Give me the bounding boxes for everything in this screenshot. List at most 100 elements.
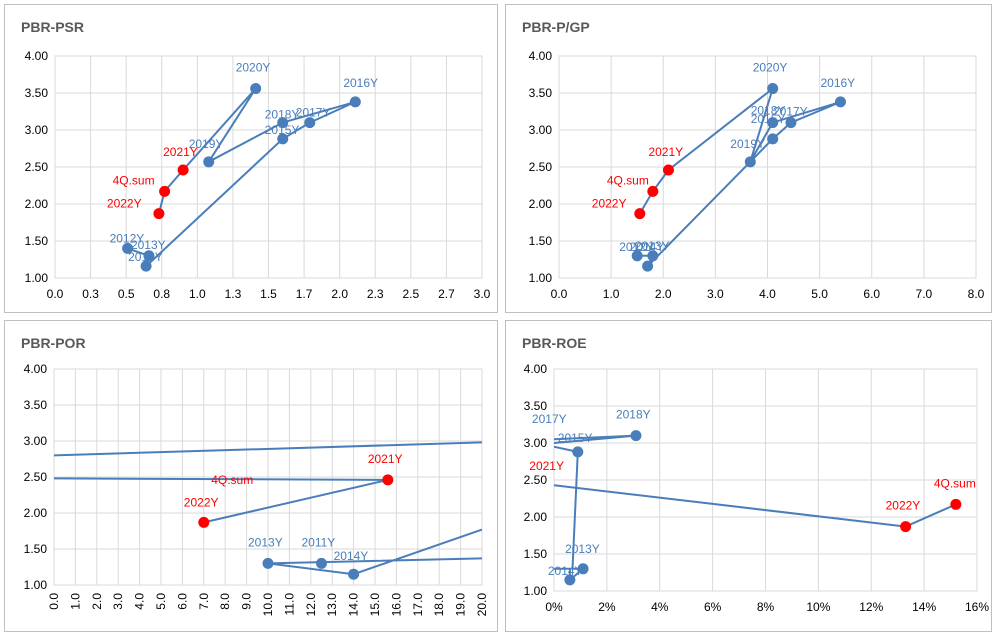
data-label: 2013Y <box>565 542 600 556</box>
x-tick-label: 14% <box>912 600 936 614</box>
series-line <box>267 528 482 576</box>
data-point <box>143 250 155 262</box>
data-point <box>785 117 797 129</box>
y-tick-label: 2.50 <box>25 160 49 174</box>
chart-panel-pbr-roe: PBR-ROE 1.00 1.50 2.00 2.50 3.00 3.50 4.00 0% 2%… <box>505 320 992 632</box>
x-tick-label: 16% <box>965 600 989 614</box>
data-label: 2020Y <box>753 61 788 75</box>
y-tick-label: 3.50 <box>524 399 548 413</box>
data-label: 2016Y <box>820 76 855 90</box>
data-label: 4Q.sum <box>607 173 649 187</box>
x-tick-label: 6.0 <box>863 287 880 301</box>
chart-panel-pbr-psr: PBR-PSR 1.00 1.50 2.00 2.50 3.00 3.50 4.00 0.0 0… <box>4 4 498 313</box>
x-tick-label: 1.3 <box>225 287 242 301</box>
x-tick-label: 0.8 <box>153 287 170 301</box>
data-point <box>647 250 659 262</box>
x-tick-label: 4% <box>651 600 669 614</box>
data-point <box>950 498 962 510</box>
data-point <box>250 83 262 95</box>
data-label: 4Q.sum <box>113 173 155 187</box>
x-tick-label: 4.0 <box>759 287 776 301</box>
data-point <box>634 208 646 220</box>
data-label: 2016Y <box>343 76 378 90</box>
x-tick-label: 16.0 <box>389 593 403 617</box>
data-point <box>767 133 779 145</box>
y-tick-label: 4.00 <box>24 362 48 376</box>
data-point <box>140 260 152 272</box>
data-label: 2021Y <box>163 145 198 159</box>
data-label: 2018Y <box>751 104 786 118</box>
y-tick-label: 4.00 <box>524 362 548 376</box>
plot-area <box>54 55 483 279</box>
data-label: 2022Y <box>184 495 219 509</box>
data-label: 2011Y <box>302 535 336 549</box>
x-tick-label: 7.0 <box>916 287 933 301</box>
x-tick-label: 3.0 <box>111 593 125 610</box>
x-tick-label: 2.0 <box>331 287 348 301</box>
y-tick-label: 2.00 <box>25 197 49 211</box>
x-tick-label: 1.7 <box>296 287 313 301</box>
x-tick-label: 0.0 <box>47 287 64 301</box>
x-tick-label: 2.0 <box>90 593 104 610</box>
x-tick-label: 9.0 <box>240 593 254 610</box>
series-line <box>54 441 482 457</box>
data-point <box>177 164 189 176</box>
x-tick-label: 5.0 <box>811 287 828 301</box>
x-tick-label: 0.5 <box>118 287 135 301</box>
y-tick-label: 3.00 <box>24 434 48 448</box>
data-label: 2022Y <box>107 197 142 211</box>
y-tick-label: 1.50 <box>25 234 49 248</box>
y-tick-label: 3.00 <box>25 123 49 137</box>
data-label: 2017Y <box>532 412 567 426</box>
data-label: 2022Y <box>886 499 921 513</box>
chart-title: PBR-PSR <box>21 19 85 35</box>
x-tick-label: 2% <box>598 600 616 614</box>
y-tick-label: 3.50 <box>24 398 48 412</box>
data-point <box>203 156 215 168</box>
data-label: 4Q.sum <box>211 473 253 487</box>
y-tick-label: 1.00 <box>524 584 548 598</box>
x-tick-label: 0.3 <box>82 287 99 301</box>
x-tick-label: 12% <box>859 600 883 614</box>
x-tick-label: 15.0 <box>368 593 382 617</box>
x-tick-label: 6% <box>704 600 722 614</box>
data-label: 2015Y <box>558 431 593 445</box>
data-label: 2021Y <box>529 459 564 473</box>
y-tick-label: 1.00 <box>25 271 49 285</box>
x-tick-label: 19.0 <box>454 593 468 617</box>
x-tick-label: 1.0 <box>603 287 620 301</box>
pbr-por-chart: 1.00 1.50 2.00 2.50 3.00 3.50 4.00 0.0 1.0 2.0 3.0… <box>24 362 489 617</box>
x-tick-label: 2.3 <box>367 287 384 301</box>
data-point <box>153 208 165 220</box>
data-label: 2014Y <box>334 549 369 563</box>
y-tick-label: 1.00 <box>24 578 48 592</box>
data-point <box>277 117 289 129</box>
x-tick-label: 20.0 <box>475 593 489 617</box>
data-label: 2012Y <box>619 240 654 254</box>
y-tick-label: 3.50 <box>25 86 49 100</box>
chart-panel-pbr-pgp: PBR-P/GP 1.00 1.50 2.00 2.50 3.00 3.50 4.00 0.0… <box>505 4 992 313</box>
data-label: 2017Y <box>296 106 331 120</box>
x-tick-label: 11.0 <box>282 593 296 616</box>
data-point <box>767 83 779 95</box>
x-tick-label: 14.0 <box>347 593 361 617</box>
data-label: 2013Y <box>635 239 670 253</box>
x-tick-label: 1.0 <box>189 287 206 301</box>
x-tick-label: 3.0 <box>707 287 724 301</box>
y-tick-label: 3.50 <box>529 86 553 100</box>
data-label: 2019Y <box>189 137 224 151</box>
x-tick-label: 10% <box>806 600 830 614</box>
x-tick-label: 2.7 <box>438 287 455 301</box>
y-tick-label: 2.50 <box>524 473 548 487</box>
x-tick-label: 0% <box>545 600 563 614</box>
x-tick-label: 7.0 <box>197 593 211 610</box>
data-label: 2020Y <box>236 61 271 75</box>
y-tick-label: 2.50 <box>529 160 553 174</box>
data-point <box>277 133 289 145</box>
data-point <box>304 117 316 129</box>
data-point <box>900 521 912 533</box>
data-point <box>767 117 779 129</box>
data-label: 2015Y <box>265 123 300 137</box>
data-point <box>744 156 756 168</box>
data-label: 2014Y <box>548 564 583 578</box>
